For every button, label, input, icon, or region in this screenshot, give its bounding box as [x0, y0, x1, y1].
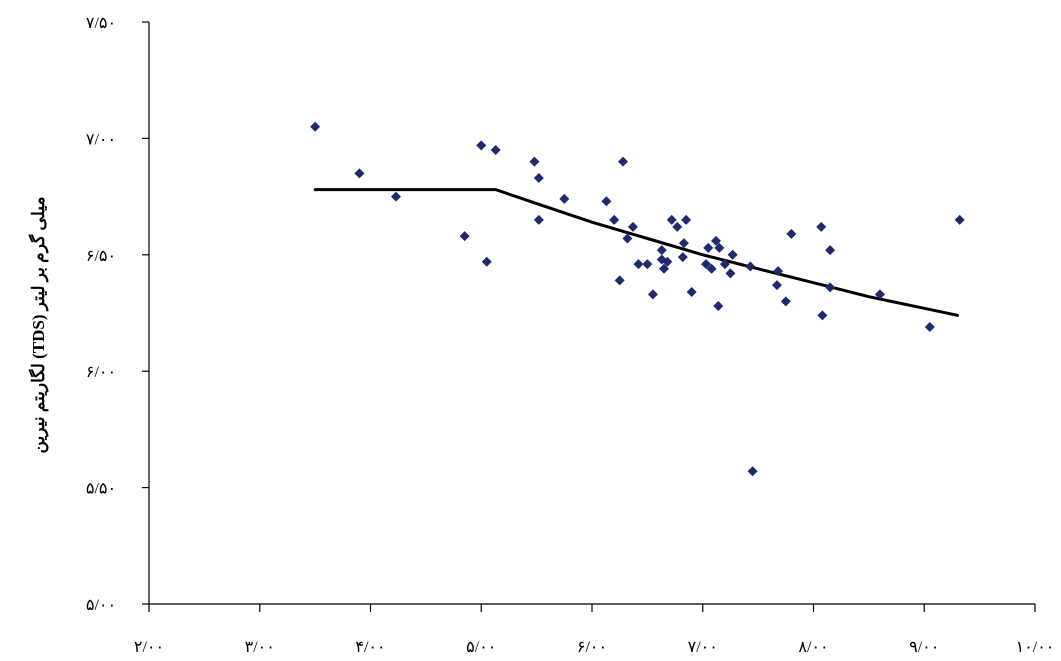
- data-point: [681, 214, 692, 225]
- data-point: [656, 245, 667, 256]
- data-point: [633, 259, 644, 270]
- x-tick-label: ۶/۰۰: [577, 639, 607, 656]
- data-point: [559, 193, 570, 204]
- data-point: [666, 214, 677, 225]
- y-tick-label: ۵/۵۰: [86, 481, 116, 498]
- x-tick-label: ۵/۰۰: [466, 639, 496, 656]
- y-tick-label: ۷/۵۰: [86, 15, 116, 32]
- data-point: [825, 282, 836, 293]
- data-point: [706, 263, 717, 274]
- data-point: [703, 242, 714, 253]
- x-axis-ticks: ۲/۰۰ ۳/۰۰ ۴/۰۰ ۵/۰۰ ۶/۰۰ ۷/۰۰ ۸/۰۰ ۹/۰۰ ۱۰/۰۰: [134, 604, 1055, 656]
- data-point: [678, 238, 689, 249]
- data-point: [713, 301, 724, 312]
- y-axis-ticks: ۵/۰۰ ۵/۵۰ ۶/۰۰ ۶/۵۰ ۷/۰۰ ۷/۵۰: [86, 15, 149, 614]
- x-tick-label: ۹/۰۰: [909, 639, 939, 656]
- data-point: [672, 221, 683, 232]
- data-point: [786, 228, 797, 239]
- data-point: [686, 287, 697, 298]
- data-point: [719, 259, 730, 270]
- data-point: [725, 268, 736, 279]
- data-point: [529, 156, 540, 167]
- x-tick-label: ۴/۰۰: [355, 639, 385, 656]
- data-point: [677, 252, 688, 263]
- data-point: [533, 172, 544, 183]
- data-point: [490, 145, 501, 156]
- data-point: [481, 256, 492, 267]
- data-point: [701, 259, 712, 270]
- data-point: [771, 280, 782, 291]
- y-tick-label: ۶/۰۰: [86, 364, 116, 381]
- data-point: [476, 140, 487, 151]
- data-point: [390, 191, 401, 202]
- data-point: [642, 259, 653, 270]
- x-tick-label: ۱۰/۰۰: [1016, 639, 1055, 656]
- data-point: [614, 275, 625, 286]
- data-point: [954, 214, 965, 225]
- y-tick-label: ۵/۰۰: [86, 597, 116, 614]
- data-point: [609, 214, 620, 225]
- x-tick-label: ۷/۰۰: [688, 639, 718, 656]
- data-point: [747, 466, 758, 477]
- data-point: [662, 256, 673, 267]
- data-point: [817, 310, 828, 321]
- data-point: [780, 296, 791, 307]
- data-point: [658, 263, 669, 274]
- x-tick-label: ۸/۰۰: [798, 639, 828, 656]
- data-point: [874, 289, 885, 300]
- data-point: [627, 221, 638, 232]
- data-point: [354, 168, 365, 179]
- data-point: [745, 261, 756, 272]
- data-point: [825, 245, 836, 256]
- x-tick-label: ۳/۰۰: [245, 639, 275, 656]
- data-points: [310, 121, 965, 477]
- data-point: [601, 196, 612, 207]
- data-point: [816, 221, 827, 232]
- y-tick-label: ۷/۰۰: [86, 131, 116, 148]
- trend-line: [313, 188, 959, 317]
- x-tick-label: ۲/۰۰: [134, 639, 164, 656]
- data-point: [711, 235, 722, 246]
- data-point: [622, 233, 633, 244]
- y-axis-title: لگاریتم نیرین (TDS) میلی گرم بر لیتر: [28, 197, 49, 454]
- trend-line-group: [313, 188, 959, 317]
- data-point: [647, 289, 658, 300]
- data-point: [773, 266, 784, 277]
- data-point: [924, 321, 935, 332]
- data-point: [714, 242, 725, 253]
- y-tick-label: ۶/۵۰: [86, 248, 116, 265]
- data-point: [618, 156, 629, 167]
- data-point: [459, 231, 470, 242]
- data-point: [727, 249, 738, 260]
- data-point: [533, 214, 544, 225]
- data-point: [310, 121, 321, 132]
